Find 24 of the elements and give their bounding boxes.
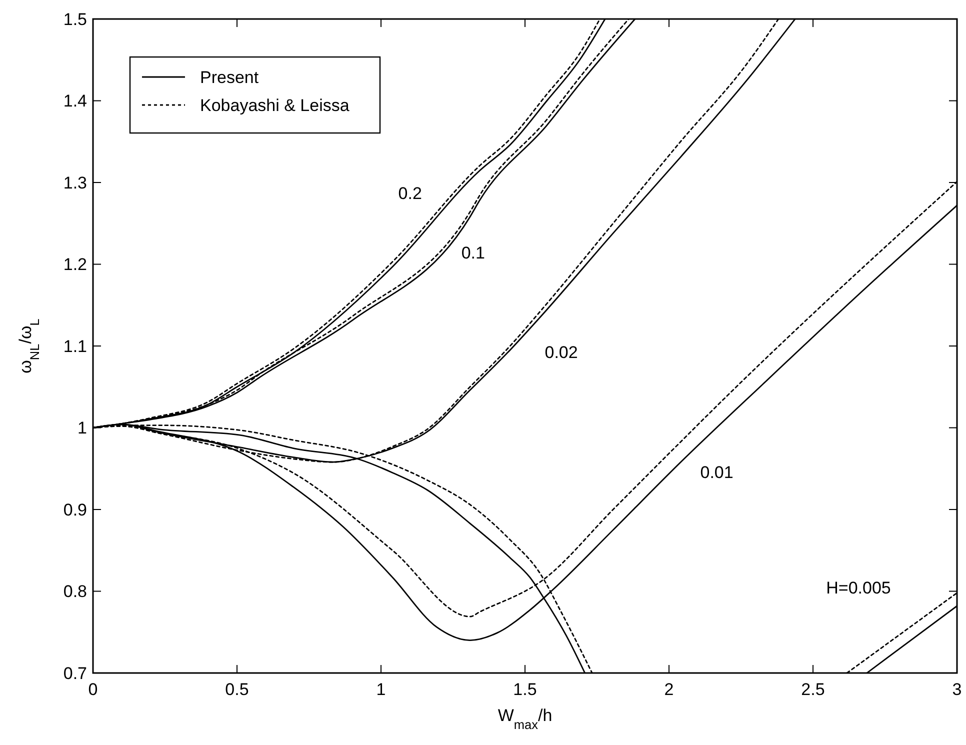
y-tick-label: 1.4	[63, 92, 87, 111]
x-tick-label: 2	[664, 680, 674, 699]
annotation: 0.1	[461, 243, 485, 262]
annotation: 0.01	[700, 463, 734, 482]
legend-label: Kobayashi & Leissa	[200, 96, 350, 115]
y-tick-label: 0.7	[63, 664, 87, 683]
x-tick-label: 0.5	[225, 680, 249, 699]
x-tick-label: 2.5	[801, 680, 825, 699]
annotation: 0.02	[544, 342, 578, 362]
y-tick-label: 1.1	[63, 336, 87, 356]
y-tick-label: 1.5	[63, 10, 87, 29]
y-tick-label: 0.9	[63, 500, 87, 520]
annotation: 0.2	[398, 184, 422, 203]
x-tick-label: 3	[952, 680, 962, 699]
y-tick-label: 1.2	[63, 255, 87, 274]
y-tick-label: 0.8	[63, 582, 87, 602]
y-tick-label: 1.3	[63, 173, 87, 192]
x-tick-label: 0	[88, 680, 98, 699]
x-axis-title: W$_{max}$/h	[498, 706, 552, 732]
x-tick-label: 1	[376, 680, 386, 699]
annotation: H=0.005	[826, 578, 891, 598]
legend-label: Present	[200, 68, 259, 87]
y-tick-label: 1	[78, 418, 87, 438]
x-tick-label: 1.5	[513, 680, 537, 699]
